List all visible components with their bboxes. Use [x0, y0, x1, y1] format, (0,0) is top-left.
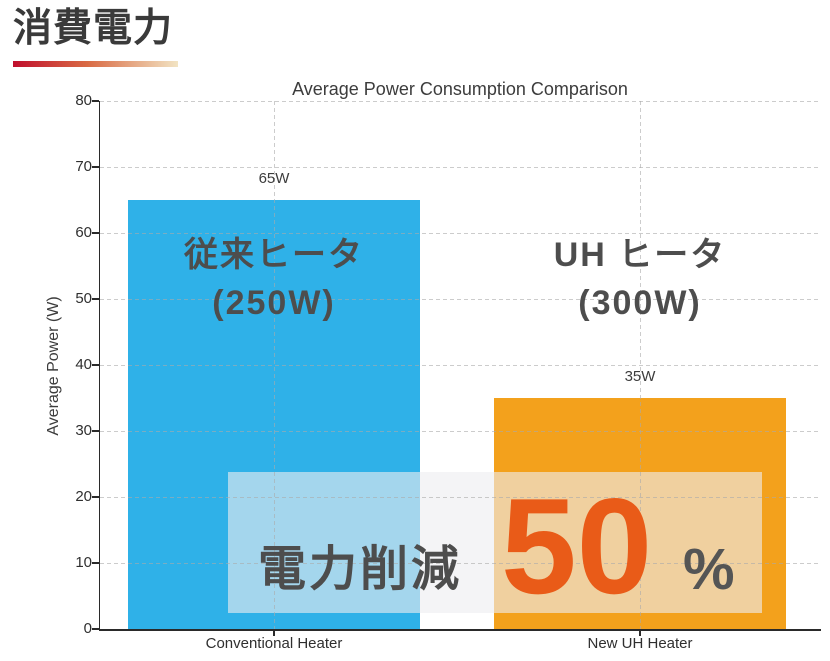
- bar-annotation: UH ヒータ (300W): [494, 231, 786, 327]
- reduction-value: 50: [501, 470, 653, 622]
- y-tick-label: 80: [75, 92, 92, 109]
- y-tick-label: 10: [75, 554, 92, 571]
- bar-value-label: 35W: [624, 368, 656, 385]
- x-tick-label: New UH Heater: [587, 635, 693, 652]
- plot-area: 電力削減 50 % 65W 従来ヒータ (250W) 35W UH ヒータ (300W): [100, 100, 820, 630]
- x-tick-mark: [273, 631, 275, 636]
- y-tick-mark: [92, 496, 99, 498]
- bar-annotation: 従来ヒータ (250W): [128, 231, 420, 327]
- y-tick-label: 50: [75, 290, 92, 307]
- reduction-overlay-box: [228, 472, 762, 613]
- bar-annotation-line: UH ヒータ: [553, 236, 727, 274]
- reduction-label: 電力削減: [258, 543, 463, 596]
- bar-annotation-line: (300W): [578, 284, 702, 322]
- y-tick-label: 0: [83, 620, 92, 637]
- page-title: 消費電力: [13, 7, 174, 50]
- y-tick-label: 30: [75, 422, 92, 439]
- x-tick-label: Conventional Heater: [205, 635, 343, 652]
- y-tick-mark: [92, 166, 99, 168]
- bar-annotation-line: 従来ヒータ: [184, 236, 364, 274]
- y-tick-mark: [92, 562, 99, 564]
- reduction-unit-percent: %: [683, 537, 735, 602]
- y-tick-label: 20: [75, 488, 92, 505]
- y-tick-label: 70: [75, 158, 92, 175]
- y-tick-mark: [92, 232, 99, 234]
- y-tick-mark: [92, 430, 99, 432]
- y-tick-mark: [92, 364, 99, 366]
- y-axis-spine: [98, 101, 101, 631]
- title-accent-underline: [13, 61, 178, 67]
- x-axis-spine: [98, 629, 821, 631]
- y-tick-label: 60: [75, 224, 92, 241]
- x-tick-mark: [639, 631, 641, 636]
- chart-title: Average Power Consumption Comparison: [292, 79, 628, 99]
- bar-annotation-line: (250W): [212, 284, 336, 322]
- y-tick-mark: [92, 100, 99, 102]
- annotation-layer: 電力削減 50 % 65W 従来ヒータ (250W) 35W UH ヒータ (300W): [100, 101, 820, 629]
- y-tick-mark: [92, 298, 99, 300]
- bar-value-label: 65W: [258, 170, 290, 187]
- y-tick-mark: [92, 628, 99, 630]
- y-tick-label: 40: [75, 356, 92, 373]
